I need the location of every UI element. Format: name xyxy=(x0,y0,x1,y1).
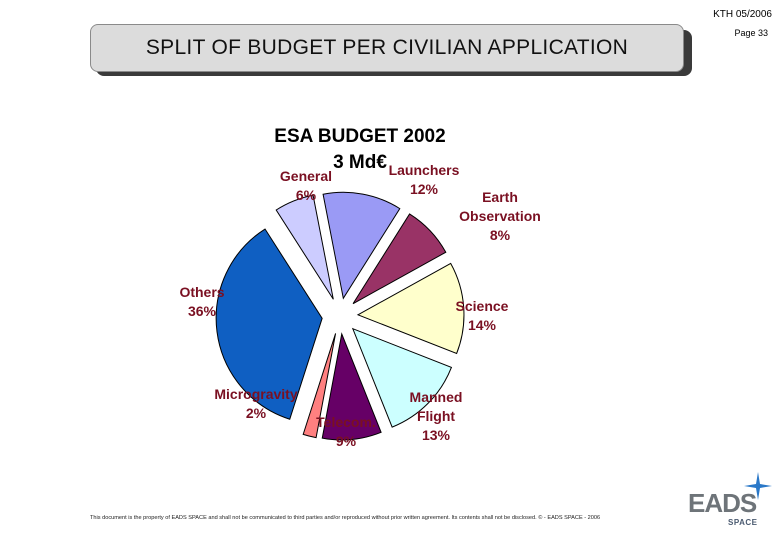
slice-label-line: Flight xyxy=(416,407,456,424)
slice-label: Others 36% xyxy=(132,283,272,321)
footer-note: This document is the property of EADS SP… xyxy=(90,515,601,521)
slice-label: Earth Observation 8% xyxy=(430,188,570,245)
slice-label-line: 9% xyxy=(335,433,357,449)
slice-label: Microgravity 2% xyxy=(186,385,326,423)
pie-slice-science xyxy=(356,262,465,355)
slice-label-line: 2% xyxy=(245,405,267,421)
slice-label-line: Earth xyxy=(482,188,518,205)
eads-space-logo: EADS SPACE xyxy=(680,470,776,536)
title-box: SPLIT OF BUDGET PER CIVILIAN APPLICATION xyxy=(90,24,684,72)
slice-label: Launchers 12% xyxy=(354,161,494,199)
slice-label-line: Microgravity xyxy=(214,386,298,402)
slice-label-line: 8% xyxy=(489,226,511,243)
chart-title-line2: 3 Md€ xyxy=(333,152,387,173)
pie-slice-manned xyxy=(351,327,453,428)
pie-slice-others xyxy=(215,228,323,420)
slice-label-line: Observation xyxy=(459,207,541,224)
logo-subtext: SPACE xyxy=(728,518,758,527)
pie-slice-general xyxy=(275,194,334,300)
slide-title: SPLIT OF BUDGET PER CIVILIAN APPLICATION xyxy=(145,36,629,59)
slice-label-line: Launchers xyxy=(388,162,460,178)
slice-label-line: General xyxy=(279,168,333,184)
slice-label-line: 12% xyxy=(409,181,439,197)
chart-title: ESA BUDGET 2002 3 Md€ xyxy=(210,124,510,176)
header-date: KTH 05/2006 xyxy=(713,9,772,20)
chart-title-line1: ESA BUDGET 2002 xyxy=(274,126,446,147)
slice-label-line: Telecom. xyxy=(316,414,376,430)
slice-label: Science 14% xyxy=(412,297,552,335)
slice-label: Manned Flight 13% xyxy=(366,388,506,445)
pie-slice-telecom xyxy=(321,332,382,441)
slice-label-line: Science xyxy=(455,298,509,314)
star-icon xyxy=(744,472,772,500)
pie-slice-microgravity xyxy=(302,333,337,439)
slice-label-line: 36% xyxy=(187,303,217,319)
slice-label-line: 13% xyxy=(421,426,451,443)
pie-slice-launchers xyxy=(322,191,401,300)
slice-label: General 6% xyxy=(236,167,376,205)
page-number: Page 33 xyxy=(734,28,768,38)
logo-text: EADS xyxy=(688,488,757,518)
pie-slice-earth xyxy=(352,213,447,305)
slice-label-line: Others xyxy=(179,284,225,300)
slice-label-line: Manned xyxy=(409,388,463,405)
slice-label-line: 6% xyxy=(295,187,317,203)
slice-label: Telecom. 9% xyxy=(276,413,416,451)
slice-label-line: 14% xyxy=(467,317,497,333)
